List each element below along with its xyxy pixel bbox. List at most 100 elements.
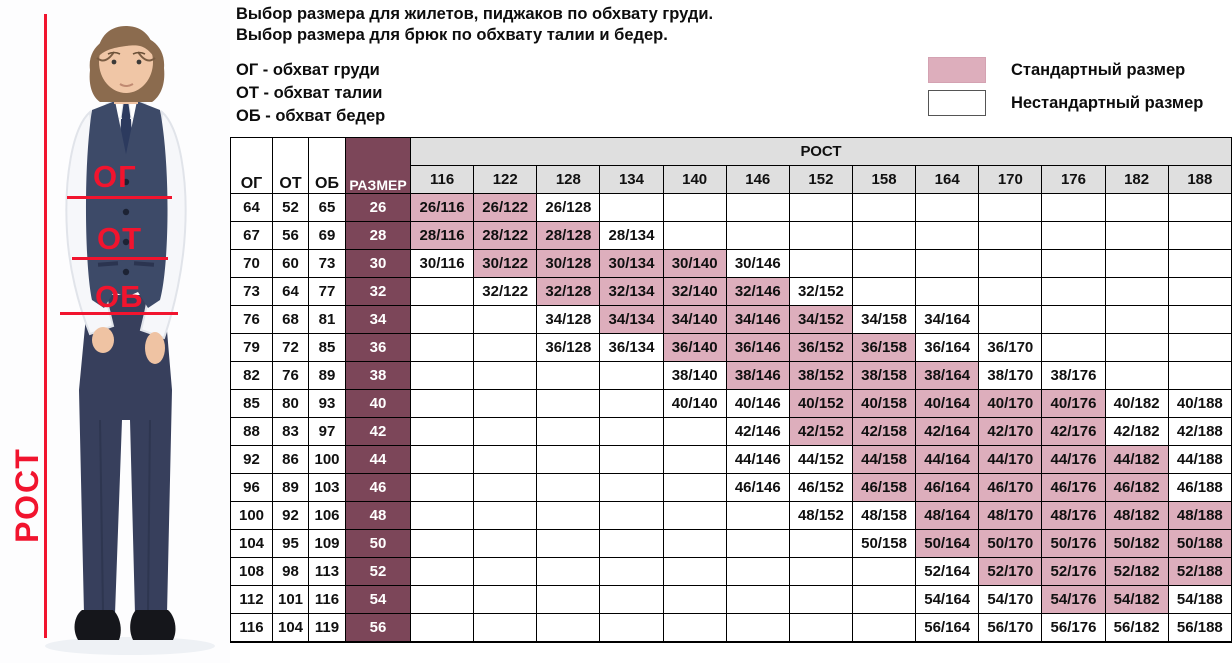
size-height-cell: 38/140 <box>662 361 727 390</box>
empty-cell <box>409 417 475 446</box>
abbreviation-ob: ОБ - обхват бедер <box>236 107 386 125</box>
og-value: 112 <box>230 585 273 614</box>
legend-standard-row: Стандартный размер <box>928 56 1203 84</box>
size-height-cell: 44/158 <box>851 445 917 474</box>
empty-cell <box>1104 305 1169 334</box>
ob-value: 85 <box>308 333 346 362</box>
size-height-cell: 46/176 <box>1041 473 1106 502</box>
size-height-cell: 46/164 <box>915 473 980 502</box>
og-value: 64 <box>230 193 273 222</box>
size-height-cell: 30/134 <box>599 249 664 278</box>
size-value: 36 <box>345 333 411 362</box>
empty-cell <box>1167 277 1232 306</box>
header-height-170: 170 <box>978 165 1043 194</box>
legend: Стандартный размер Нестандартный размер <box>928 56 1203 122</box>
og-value: 67 <box>230 221 273 250</box>
size-height-cell: 38/152 <box>788 361 853 390</box>
table-row-size-56: 116 104 119 56 56/164 56/170 56/176 56/182 56/18… <box>230 613 1232 643</box>
size-height-cell: 52/164 <box>915 557 980 586</box>
size-height-cell: 40/170 <box>978 389 1043 418</box>
og-value: 79 <box>230 333 273 362</box>
table-row-size-54: 112 101 116 54 54/164 54/170 54/176 54/182 54/18… <box>230 585 1232 614</box>
size-table-body: 64 52 65 26 26/116 26/122 26/128 67 56 69 28 28/116… <box>230 193 1232 643</box>
empty-cell <box>409 585 475 614</box>
size-height-cell: 56/188 <box>1167 613 1232 643</box>
size-height-cell: 52/176 <box>1041 557 1106 586</box>
size-height-cell: 52/170 <box>978 557 1043 586</box>
empty-cell <box>788 249 853 278</box>
size-height-cell: 54/188 <box>1167 585 1232 614</box>
size-height-cell: 50/176 <box>1041 529 1106 558</box>
size-value: 44 <box>345 445 411 474</box>
empty-cell <box>536 529 601 558</box>
empty-cell <box>473 557 538 586</box>
size-height-cell: 34/140 <box>662 305 727 334</box>
og-value: 76 <box>230 305 273 334</box>
size-height-cell: 38/158 <box>851 361 917 390</box>
size-height-cell: 34/128 <box>536 305 601 334</box>
ot-value: 72 <box>272 333 309 362</box>
empty-cell <box>536 445 601 474</box>
og-value: 104 <box>230 529 273 558</box>
header-height-146: 146 <box>725 165 790 194</box>
table-row-size-46: 96 89 103 46 46/146 46/152 46/158 46/164 46/170 4… <box>230 473 1232 502</box>
size-height-cell: 30/128 <box>536 249 601 278</box>
size-height-cell: 42/170 <box>978 417 1043 446</box>
og-value: 82 <box>230 361 273 390</box>
empty-cell <box>662 417 727 446</box>
size-height-cell: 30/116 <box>409 249 475 278</box>
empty-cell <box>409 389 475 418</box>
size-value: 42 <box>345 417 411 446</box>
empty-cell <box>473 333 538 362</box>
size-height-cell: 32/152 <box>788 277 853 306</box>
size-height-cell: 26/128 <box>536 193 601 222</box>
table-row-size-36: 79 72 85 36 36/128 36/134 36/140 36/146 36/152 36… <box>230 333 1232 362</box>
header-height-164: 164 <box>915 165 980 194</box>
boy-photo-panel: ОГ ОТ ОБ РОСТ <box>0 0 230 663</box>
empty-cell <box>725 221 790 250</box>
empty-cell <box>599 389 664 418</box>
abbreviation-ot: ОТ - обхват талии <box>236 84 383 102</box>
size-height-cell: 50/164 <box>915 529 980 558</box>
ot-value: 83 <box>272 417 309 446</box>
size-height-cell: 48/176 <box>1041 501 1106 530</box>
og-value: 85 <box>230 389 273 418</box>
header-height-176: 176 <box>1041 165 1106 194</box>
empty-cell <box>662 501 727 530</box>
chest-measure-line <box>67 196 172 199</box>
size-height-cell: 42/152 <box>788 417 853 446</box>
ob-value: 89 <box>308 361 346 390</box>
empty-cell <box>599 613 664 643</box>
size-value: 30 <box>345 249 411 278</box>
legend-nonstandard-swatch <box>928 90 986 116</box>
header-height-158: 158 <box>851 165 917 194</box>
empty-cell <box>725 529 790 558</box>
title-line-1: Выбор размера для жилетов, пиджаков по о… <box>236 5 714 23</box>
empty-cell <box>473 529 538 558</box>
empty-cell <box>409 473 475 502</box>
empty-cell <box>1104 249 1169 278</box>
size-height-cell: 46/158 <box>851 473 917 502</box>
table-row-size-34: 76 68 81 34 34/128 34/134 34/140 34/146 34/152 34… <box>230 305 1232 334</box>
empty-cell <box>1104 193 1169 222</box>
size-height-cell: 40/158 <box>851 389 917 418</box>
empty-cell <box>915 221 980 250</box>
table-row-size-40: 85 80 93 40 40/140 40/146 40/152 40/158 40/164 40… <box>230 389 1232 418</box>
empty-cell <box>978 277 1043 306</box>
empty-cell <box>851 193 917 222</box>
ot-value: 89 <box>272 473 309 502</box>
empty-cell <box>473 417 538 446</box>
size-height-cell: 36/134 <box>599 333 664 362</box>
ot-value: 104 <box>272 613 309 643</box>
empty-cell <box>788 529 853 558</box>
size-table-head: ОГ ОТ ОБ РАЗМЕР РОСТ 116 122 128 134 140 146 152 158… <box>230 137 1232 194</box>
empty-cell <box>536 613 601 643</box>
og-value: 96 <box>230 473 273 502</box>
size-height-cell: 38/176 <box>1041 361 1106 390</box>
empty-cell <box>473 361 538 390</box>
size-height-cell: 38/170 <box>978 361 1043 390</box>
table-row-size-44: 92 86 100 44 44/146 44/152 44/158 44/164 44/170 4… <box>230 445 1232 474</box>
empty-cell <box>1041 277 1106 306</box>
size-height-cell: 56/182 <box>1104 613 1169 643</box>
size-value: 26 <box>345 193 411 222</box>
